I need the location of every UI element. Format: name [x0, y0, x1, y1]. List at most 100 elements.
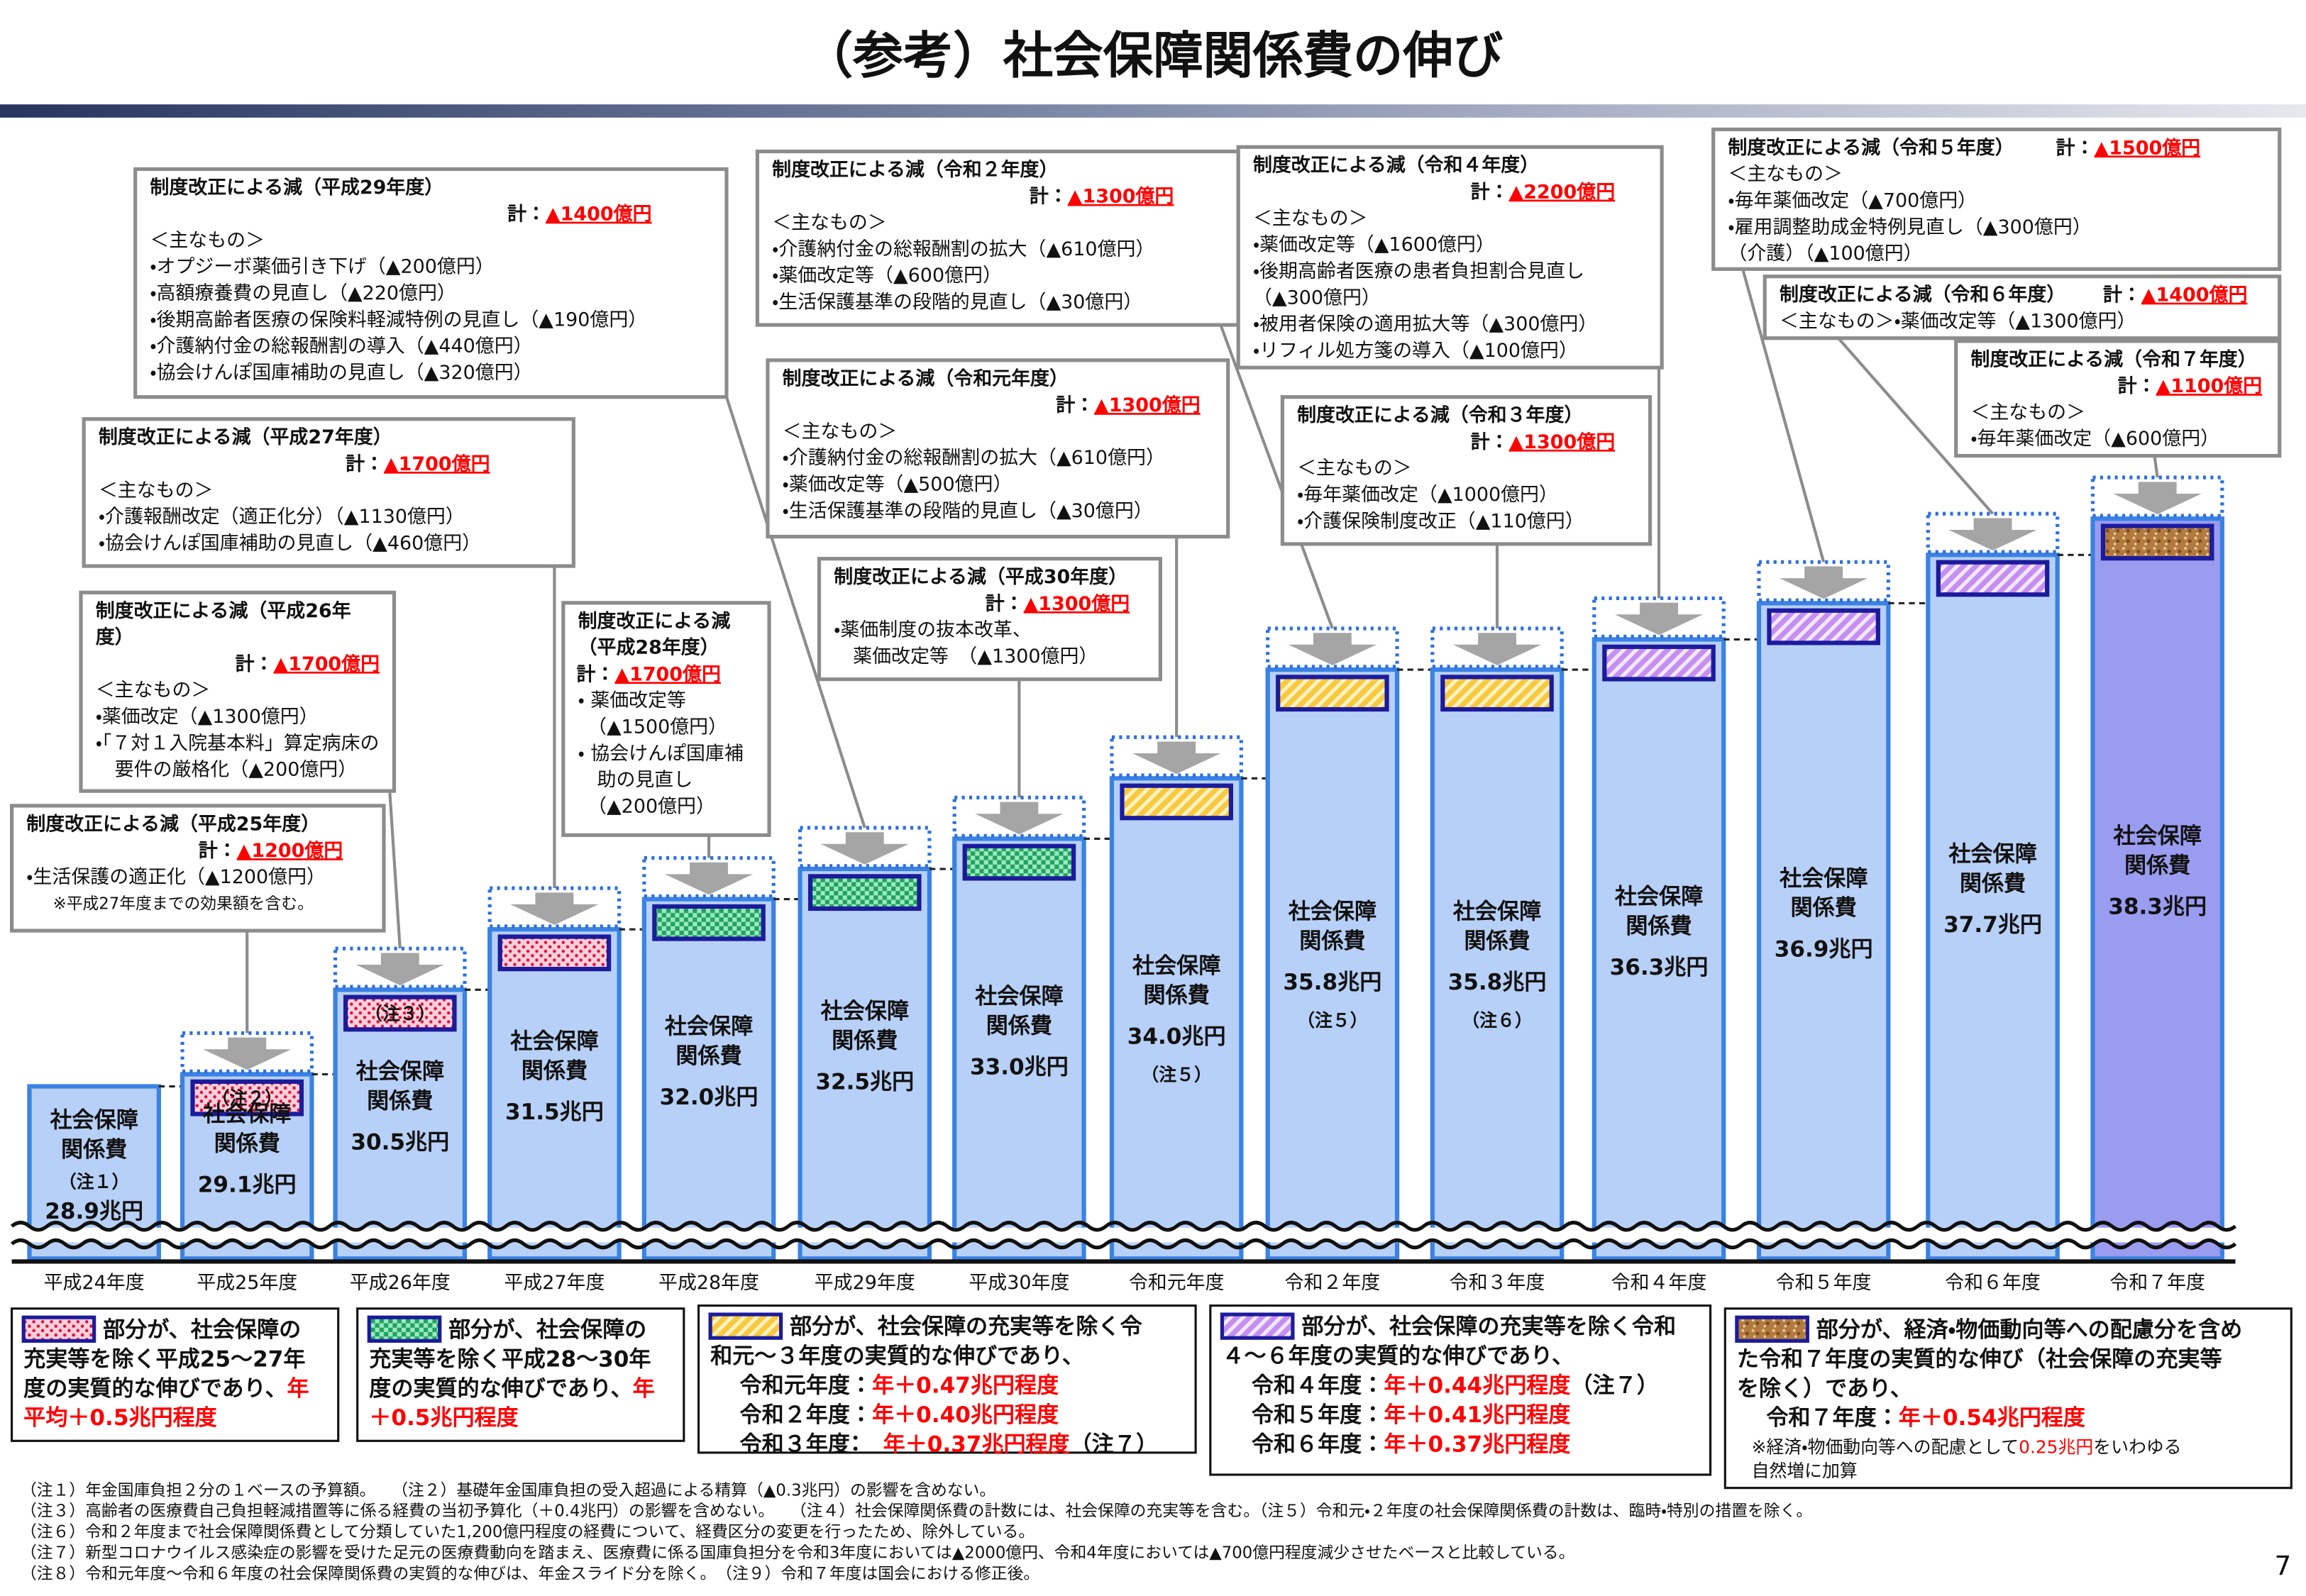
legend-line: 令和７年度：年＋0.54兆円程度 [1766, 1405, 2085, 1431]
bar-label: 関係費 [1464, 929, 1530, 954]
annotation-title: 制度改正による減（平成26年 [96, 599, 351, 622]
annotation-box [1954, 339, 2282, 458]
annotation-title: 制度改正による減（平成29年度） [150, 176, 443, 199]
value-label: 31.5兆円 [505, 1099, 604, 1125]
total-value: ▲1500億円 [2095, 137, 2201, 159]
growth-segment [1120, 783, 1233, 821]
legend-text: 年＋0.54兆円程度 [1899, 1405, 2085, 1431]
legend-text: 部分が、経済・物価動向等への配慮分を含め [1816, 1317, 2242, 1343]
annotation-line: ・薬価改定等（▲1600億円） [1253, 234, 1495, 256]
total-label: 計： [507, 203, 546, 225]
legend-line: た令和７年度の実質的な伸び（社会保障の充実等 [1737, 1346, 2222, 1372]
legend-text: 部分が、社会保障の [103, 1317, 301, 1343]
reduction-box [487, 886, 622, 929]
reduction-box [798, 826, 932, 868]
annotation-box [79, 590, 397, 793]
annotation-box [1280, 395, 1653, 546]
legend-text: （注７） [1570, 1373, 1658, 1399]
annotation-line: 要件の厳格化（▲200億円） [96, 759, 357, 781]
annotation-total: 計：▲1300億円 [1056, 394, 1200, 416]
legend-text: 年＋0.41兆円程度 [1384, 1402, 1570, 1428]
legend-text: 充実等を除く平成28～30年 [369, 1346, 651, 1372]
total-label: 計： [1471, 431, 1509, 453]
legend-text: 年 [633, 1376, 655, 1402]
legend-text: 年＋0.47兆円程度 [872, 1373, 1059, 1399]
reduction-box [1757, 560, 1890, 602]
reduction-arrow [975, 802, 1064, 835]
total-label: 計： [2103, 284, 2141, 306]
total-label: 計： [986, 592, 1024, 614]
annotation-box [1762, 275, 2282, 340]
value-label: 29.1兆円 [198, 1172, 297, 1197]
slide-title: （参考）社会保障関係費の伸び [803, 26, 1504, 84]
annotation-line: ・薬価制度の抜本改革、 [834, 619, 1032, 641]
legend-text: 年＋0.37兆円程度 [883, 1432, 1070, 1458]
total-label: 計： [1056, 394, 1094, 416]
annotation-line: ・後期高齢者医療の患者負担割合見直し [1253, 260, 1584, 282]
total-value: ▲1400億円 [546, 203, 652, 225]
legend-text: 度の実質的な伸びであり、 [369, 1376, 632, 1402]
annotation-line: ・ 薬価改定等 [578, 689, 686, 711]
total-value: ▲2200億円 [1509, 181, 1616, 203]
annotation-line: ＜主なもの＞ [1728, 163, 1843, 185]
annotation-line: ※平成27年度までの効果額を含む。 [53, 894, 314, 913]
annotation-total: 計：▲1300億円 [986, 592, 1130, 614]
annotation-line: ・薬価改定等（▲600億円） [772, 265, 1002, 287]
legend-line: 充実等を除く平成25～27年 [23, 1346, 305, 1372]
annotation-line: （▲300億円） [1253, 287, 1381, 309]
bar [798, 866, 932, 1261]
legend-line: 度の実質的な伸びであり、年 [369, 1376, 654, 1402]
legend-line: を除く）であり、 [1737, 1376, 1912, 1402]
total-value: ▲1300億円 [1509, 431, 1616, 453]
annotation-title: 制度改正による減 [578, 610, 731, 632]
annotation-line: ・被用者保険の適用拡大等（▲300億円） [1253, 314, 1597, 336]
annotation-line: ・雇用調整助成金特例見直し（▲300億円） [1728, 216, 2091, 238]
leader-line [1219, 324, 1334, 629]
annotation-line: ＜主なもの＞ [772, 212, 887, 234]
reduction-box [1110, 735, 1243, 777]
x-tick-label: 平成30年度 [969, 1272, 1069, 1294]
legend-text: を除く）であり、 [1737, 1376, 1912, 1402]
reduction-box [1592, 596, 1726, 638]
growth-segment [1602, 644, 1716, 682]
total-value: ▲1300億円 [1024, 592, 1130, 614]
legend-swatch [708, 1312, 783, 1340]
reduction-arrow [1288, 633, 1377, 665]
value-label: 38.3兆円 [2108, 894, 2207, 920]
leader-line [724, 397, 866, 829]
legend-line: 部分が、社会保障の充実等を除く令和 [1301, 1314, 1676, 1340]
annotation-line: ・毎年薬価改定（▲1000億円） [1297, 484, 1558, 506]
reduction-arrow [820, 832, 909, 865]
bar-label: 関係費 [2124, 853, 2190, 879]
annotation-line: 助の見直し [578, 769, 693, 791]
bar-label: 社会保障 [2113, 824, 2202, 849]
growth-segment [1936, 560, 2050, 597]
bar-label: 社会保障 [509, 1029, 598, 1055]
legend-swatch [1220, 1312, 1295, 1340]
leader-line [2153, 455, 2159, 478]
bar-label: 関係費 [986, 1013, 1052, 1038]
annotation-line: ・生活保護の適正化（▲1200億円） [26, 866, 326, 888]
bar-label: 社会保障 [355, 1059, 444, 1085]
legend-text: をいわゆる [2093, 1437, 2181, 1458]
annotation-box [755, 149, 1240, 327]
annotation-line: （▲1500億円） [578, 716, 727, 738]
x-tick-label: 令和２年度 [1285, 1272, 1381, 1294]
annotation-title: 制度改正による減（平成30年度） [834, 565, 1127, 588]
x-tick-label: 平成24年度 [44, 1272, 145, 1294]
legend-line: 令和６年度：年＋0.37兆円程度 [1252, 1432, 1571, 1458]
x-tick-label: 令和３年度 [1450, 1272, 1545, 1294]
segment-note: （注２） [211, 1088, 282, 1109]
bar-label: 社会保障 [1288, 899, 1377, 925]
annotation-total: 計：▲1700億円 [236, 653, 380, 675]
legend-line: 令和２年度：年＋0.40兆円程度 [740, 1402, 1059, 1428]
legend-line: 平均＋0.5兆円程度 [23, 1405, 217, 1431]
bar-label: 関係費 [214, 1131, 280, 1156]
annotation-line: ・オプジーボ薬価引き下げ（▲200億円） [150, 256, 494, 278]
value-label: 28.9兆円 [45, 1199, 143, 1224]
bar-label: 関係費 [1299, 929, 1365, 954]
bar [1265, 667, 1400, 1261]
legend-text: 令和元年度： [740, 1373, 872, 1399]
annotation-line: ・介護保険制度改正（▲110億円） [1297, 510, 1584, 532]
